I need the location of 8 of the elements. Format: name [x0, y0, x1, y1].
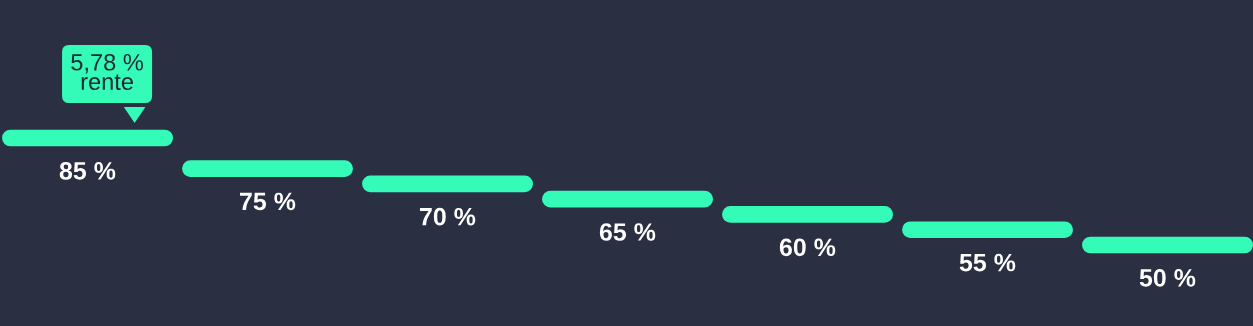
data-label: 50 % [1139, 269, 1196, 287]
data-label: 65 % [599, 223, 656, 241]
data-label: 70 % [420, 207, 476, 226]
data-label: 85 % [59, 162, 116, 180]
text: 5,78 % rente [71, 53, 143, 91]
data-label: 75 % [240, 192, 296, 211]
data-label: 60 % [779, 238, 836, 257]
data-label: 55 % [959, 253, 1016, 272]
